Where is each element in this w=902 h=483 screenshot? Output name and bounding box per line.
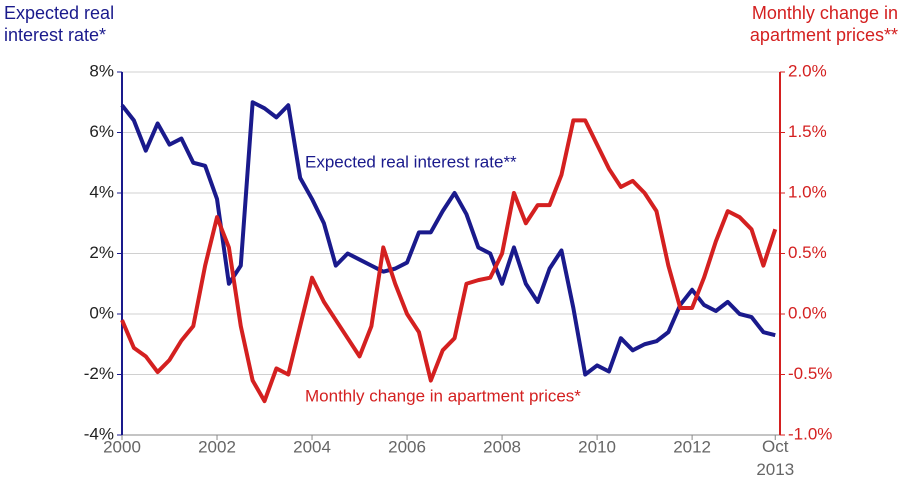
x-tick-label: 2010: [578, 437, 616, 456]
y2-tick-label: 0.5%: [788, 243, 827, 262]
y-tick-label: 6%: [89, 122, 114, 141]
y-axis-title: Expected real interest rate*: [4, 3, 115, 45]
x-tick-label: 2004: [293, 437, 331, 456]
y2-tick-label: 2.0%: [788, 61, 827, 80]
y-tick-label: 8%: [89, 61, 114, 80]
series-line: [120, 118, 778, 404]
series-line: [120, 100, 776, 377]
series-label: Monthly change in apartment prices*: [305, 386, 581, 405]
x-tick-label: 2012: [673, 437, 711, 456]
x-tick-label: 2000: [103, 437, 141, 456]
y2-axis-title: Monthly change in apartment prices**: [749, 3, 898, 45]
x-tick-label: Oct 2013: [756, 437, 794, 479]
x-tick-label: 2006: [388, 437, 426, 456]
y2-tick-label: 0.0%: [788, 303, 827, 322]
y2-tick-label: -1.0%: [788, 424, 832, 443]
x-tick-label: 2002: [198, 437, 236, 456]
y-tick-label: 2%: [89, 243, 114, 262]
series-label: Expected real interest rate**: [305, 152, 517, 171]
y-tick-label: -2%: [84, 364, 114, 383]
y2-tick-label: -0.5%: [788, 364, 832, 383]
x-tick-label: 2008: [483, 437, 521, 456]
y2-tick-label: 1.0%: [788, 182, 827, 201]
y-tick-label: 0%: [89, 303, 114, 322]
y-tick-label: 4%: [89, 182, 114, 201]
y-tick-label: -4%: [84, 424, 114, 443]
y2-tick-label: 1.5%: [788, 122, 827, 141]
